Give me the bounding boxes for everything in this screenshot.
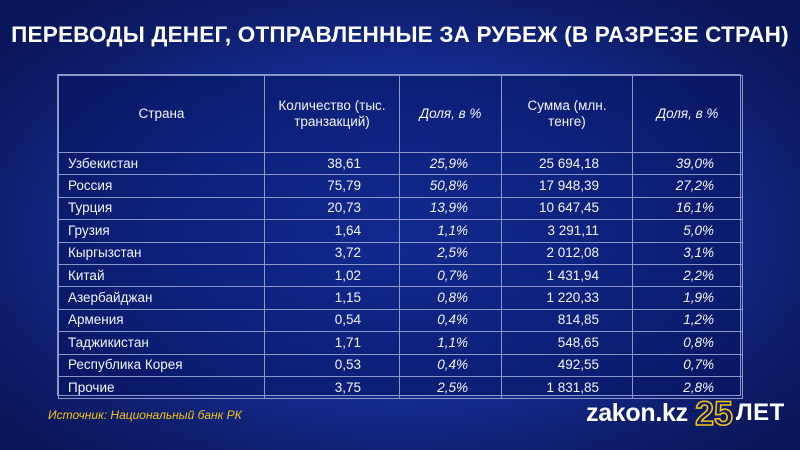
table-row: Армения 0,54 0,4% 814,85 1,2% [58,308,743,333]
header-country: Страна [58,75,265,153]
brand-logo: zakon.kz 25 ЛЕТ [586,395,785,431]
cell-count: 0,53 [264,353,400,377]
cell-amount: 1 831,85 [501,375,633,400]
cell-country: Турция [58,196,265,221]
cell-amount-share: 27,2% [632,174,743,198]
cell-count-share: 1,1% [399,219,502,243]
table-row: Таджикистан 1,71 1,1% 548,65 0,8% [58,331,743,355]
cell-country: Узбекистан [58,151,265,176]
table-row: Китай 1,02 0,7% 1 431,94 2,2% [58,263,743,288]
svg-text:25: 25 [695,395,733,431]
header-row: Страна Количество (тыс. транзакций) Доля… [58,75,743,153]
cell-amount-share: 39,0% [632,151,743,176]
cell-country: Армения [58,308,265,333]
data-table: Страна Количество (тыс. транзакций) Доля… [58,75,743,400]
cell-count-share: 0,4% [399,353,502,377]
cell-amount: 2 012,08 [501,241,633,265]
cell-country: Кыргызстан [58,241,265,265]
cell-country: Прочие [58,375,265,400]
cell-amount: 10 647,45 [501,196,633,221]
table-row: Кыргызстан 3,72 2,5% 2 012,08 3,1% [58,241,743,265]
cell-amount-share: 1,9% [632,286,743,310]
cell-count-share: 13,9% [399,196,502,221]
cell-amount: 548,65 [501,331,633,355]
cell-amount-share: 3,1% [632,241,743,265]
table-row: Республика Корея 0,53 0,4% 492,55 0,7% [58,353,743,377]
brand-suffix: ЛЕТ [735,399,785,426]
brand-name: zakon.kz [586,398,688,427]
cell-count-share: 25,9% [399,151,502,176]
cell-count-share: 2,5% [399,241,502,265]
header-count: Количество (тыс. транзакций) [264,75,400,153]
cell-count: 38,61 [264,151,400,176]
header-amount-share: Доля, в % [632,75,743,153]
cell-amount: 492,55 [501,353,633,377]
cell-count-share: 0,7% [399,263,502,288]
table-row: Азербайджан 1,15 0,8% 1 220,33 1,9% [58,286,743,310]
cell-country: Азербайджан [58,286,265,310]
transfers-table: Страна Количество (тыс. транзакций) Доля… [57,74,743,400]
table-row: Турция 20,73 13,9% 10 647,45 16,1% [58,196,743,221]
cell-count: 1,64 [264,219,400,243]
table-row: Грузия 1,64 1,1% 3 291,11 5,0% [58,219,743,243]
cell-count-share: 0,4% [399,308,502,333]
cell-count: 1,02 [264,263,400,288]
cell-amount: 1 431,94 [501,263,633,288]
table-row: Прочие 3,75 2,5% 1 831,85 2,8% [58,375,743,400]
cell-count: 20,73 [264,196,400,221]
header-count-share: Доля, в % [399,75,502,153]
anniversary-25-icon: 25 [694,395,733,431]
cell-count-share: 1,1% [399,331,502,355]
cell-count: 3,75 [264,375,400,400]
cell-count: 1,15 [264,286,400,310]
cell-amount: 3 291,11 [501,219,633,243]
cell-amount: 17 948,39 [501,174,633,198]
cell-country: Таджикистан [58,331,265,355]
cell-amount-share: 2,8% [632,375,743,400]
cell-amount-share: 5,0% [632,219,743,243]
cell-count: 3,72 [264,241,400,265]
cell-amount: 25 694,18 [501,151,633,176]
cell-count: 0,54 [264,308,400,333]
cell-amount-share: 0,7% [632,353,743,377]
anniversary-number: 25 [694,395,734,431]
cell-count: 1,71 [264,331,400,355]
cell-count: 75,79 [264,174,400,198]
table-row: Узбекистан 38,61 25,9% 25 694,18 39,0% [58,151,743,176]
cell-country: Грузия [58,219,265,243]
cell-count-share: 50,8% [399,174,502,198]
cell-amount: 814,85 [501,308,633,333]
source-note: Источник: Национальный банк РК [48,408,242,422]
header-amount: Сумма (млн. тенге) [501,75,633,153]
page-title: ПЕРЕВОДЫ ДЕНЕГ, ОТПРАВЛЕННЫЕ ЗА РУБЕЖ (В… [11,22,789,47]
cell-count-share: 0,8% [399,286,502,310]
cell-count-share: 2,5% [399,375,502,400]
cell-country: Республика Корея [58,353,265,377]
cell-amount-share: 0,8% [632,331,743,355]
cell-country: Китай [58,263,265,288]
cell-amount-share: 16,1% [632,196,743,221]
cell-amount-share: 2,2% [632,263,743,288]
table-row: Россия 75,79 50,8% 17 948,39 27,2% [58,174,743,198]
cell-amount: 1 220,33 [501,286,633,310]
cell-country: Россия [58,174,265,198]
cell-amount-share: 1,2% [632,308,743,333]
